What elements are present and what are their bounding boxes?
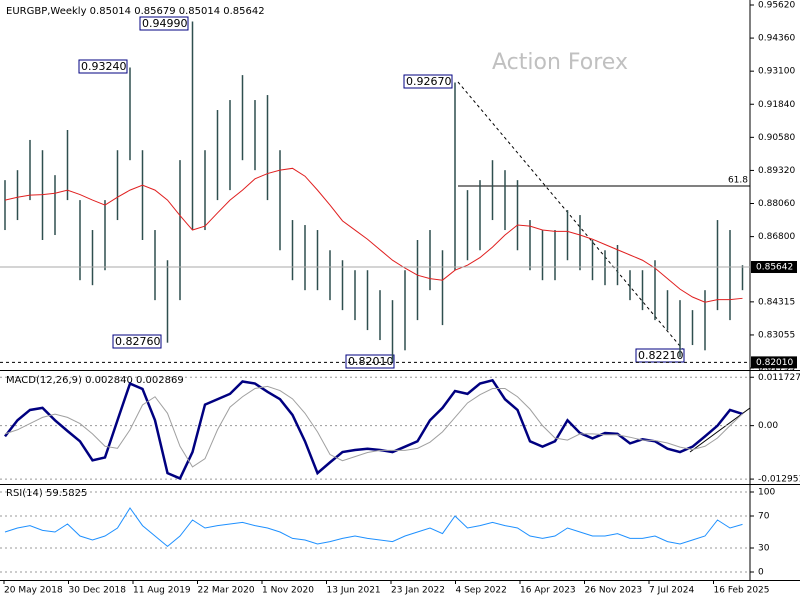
trend-line xyxy=(457,81,686,353)
indicator-line xyxy=(4,385,743,468)
x-tick-label: 26 Nov 2023 xyxy=(585,586,643,596)
watermark: Action Forex xyxy=(492,50,628,75)
level-label: 0.82010 xyxy=(756,358,793,368)
x-tick-label: 16 Feb 2025 xyxy=(714,586,770,596)
x-tick-label: 20 May 2018 xyxy=(4,586,63,596)
x-tick-label: 23 Jan 2022 xyxy=(391,586,445,596)
y-tick-label: 70 xyxy=(758,512,770,522)
annotation: 0.94990 xyxy=(142,17,188,30)
y-tick-label: 0.86800 xyxy=(758,232,795,242)
y-tick-label: 0.83055 xyxy=(758,330,795,340)
macd-trend-line xyxy=(689,407,751,453)
y-tick-label: 30 xyxy=(758,544,770,554)
y-tick-label: 0.90580 xyxy=(758,133,795,143)
level-box xyxy=(751,356,797,369)
y-tick-label: 0 xyxy=(758,568,764,578)
annotation: 0.92670 xyxy=(406,75,452,88)
x-tick-label: 1 Nov 2020 xyxy=(262,586,314,596)
x-tick-label: 11 Aug 2019 xyxy=(133,586,191,596)
y-tick-label: 0.84315 xyxy=(758,297,795,307)
indicator-line xyxy=(4,507,743,548)
y-tick-label: 0.81795 xyxy=(758,364,795,374)
annotation: 0.82760 xyxy=(115,335,161,348)
moving-average xyxy=(4,167,743,303)
y-tick-label: 0.91840 xyxy=(758,100,795,110)
x-tick-label: 22 Mar 2020 xyxy=(198,586,255,596)
y-tick-label: 0.00 xyxy=(758,421,778,431)
x-tick-label: 30 Dec 2018 xyxy=(69,586,127,596)
y-tick-label: 0.88060 xyxy=(758,199,795,209)
x-tick-label: 7 Jul 2024 xyxy=(649,586,694,596)
x-tick-label: 13 Jun 2021 xyxy=(327,586,381,596)
fib-label: 61.8 xyxy=(728,176,748,186)
y-tick-label: 0.94360 xyxy=(758,34,795,44)
y-tick-label: 0.011727 xyxy=(758,373,800,383)
y-tick-label: -0.012951 xyxy=(758,475,800,485)
x-tick-label: 4 Sep 2022 xyxy=(456,586,507,596)
macd-title: MACD(12,26,9) 0.002840 0.002869 xyxy=(6,375,184,386)
x-tick-label: 16 Apr 2023 xyxy=(520,586,576,596)
price-title: EURGBP,Weekly 0.85014 0.85679 0.85014 0.… xyxy=(6,6,265,17)
annotation: 0.93240 xyxy=(81,60,127,73)
y-tick-label: 0.95620 xyxy=(758,0,795,10)
y-tick-label: 100 xyxy=(758,488,775,498)
y-tick-label: 0.89320 xyxy=(758,166,795,176)
annotation: 0.82210 xyxy=(638,349,684,362)
y-tick-label: 0.93100 xyxy=(758,67,795,77)
annotation: 0.82010 xyxy=(348,355,394,368)
annotations: 0.93240 0.94990 0.92670 0.82760 0.82010 … xyxy=(78,16,685,369)
level-box xyxy=(751,261,797,274)
level-label: 0.85642 xyxy=(756,263,793,273)
rsi-title: RSI(14) 59.5825 xyxy=(6,488,87,499)
